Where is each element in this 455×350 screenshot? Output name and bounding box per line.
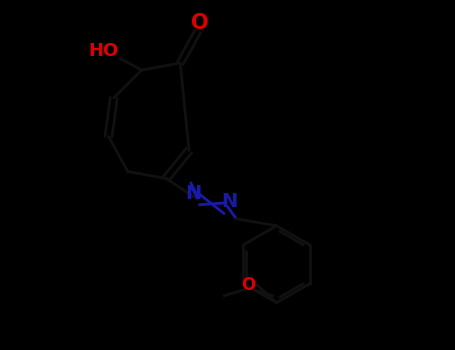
Text: O: O xyxy=(191,13,208,33)
Text: O: O xyxy=(241,276,256,294)
Text: N: N xyxy=(185,184,201,203)
Text: HO: HO xyxy=(88,42,118,60)
Text: N: N xyxy=(221,193,238,211)
